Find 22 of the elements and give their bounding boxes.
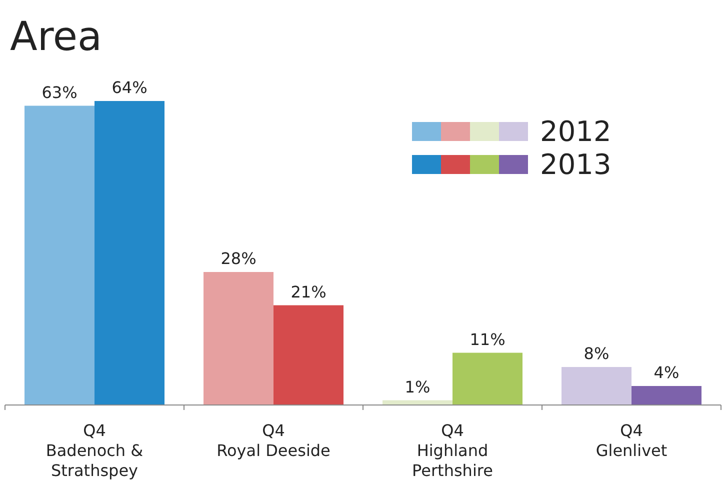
bar — [452, 352, 522, 405]
bar — [274, 305, 344, 405]
data-label: 4% — [654, 363, 680, 382]
data-label: 8% — [584, 344, 610, 363]
bar — [94, 101, 164, 405]
data-label: 64% — [112, 78, 148, 97]
data-label: 1% — [404, 377, 430, 396]
data-label: 21% — [290, 282, 326, 302]
x-tick-label: Q4 Badenoch & Strathspey — [46, 421, 144, 480]
chart-title: Area — [10, 14, 102, 60]
data-label: 63% — [42, 82, 78, 102]
x-tick-label: Q4 Royal Deeside — [216, 421, 330, 460]
bar — [562, 367, 632, 405]
bar — [24, 106, 94, 405]
legend-label: 2013 — [540, 148, 612, 181]
bar — [204, 272, 274, 405]
bar — [632, 386, 702, 405]
data-label: 11% — [470, 330, 506, 349]
x-tick-label: Q4 Highland Perthshire — [412, 421, 493, 480]
data-label: 28% — [220, 249, 256, 268]
legend-label: 2012 — [540, 115, 612, 148]
x-tick-label: Q4 Glenlivet — [596, 421, 668, 460]
